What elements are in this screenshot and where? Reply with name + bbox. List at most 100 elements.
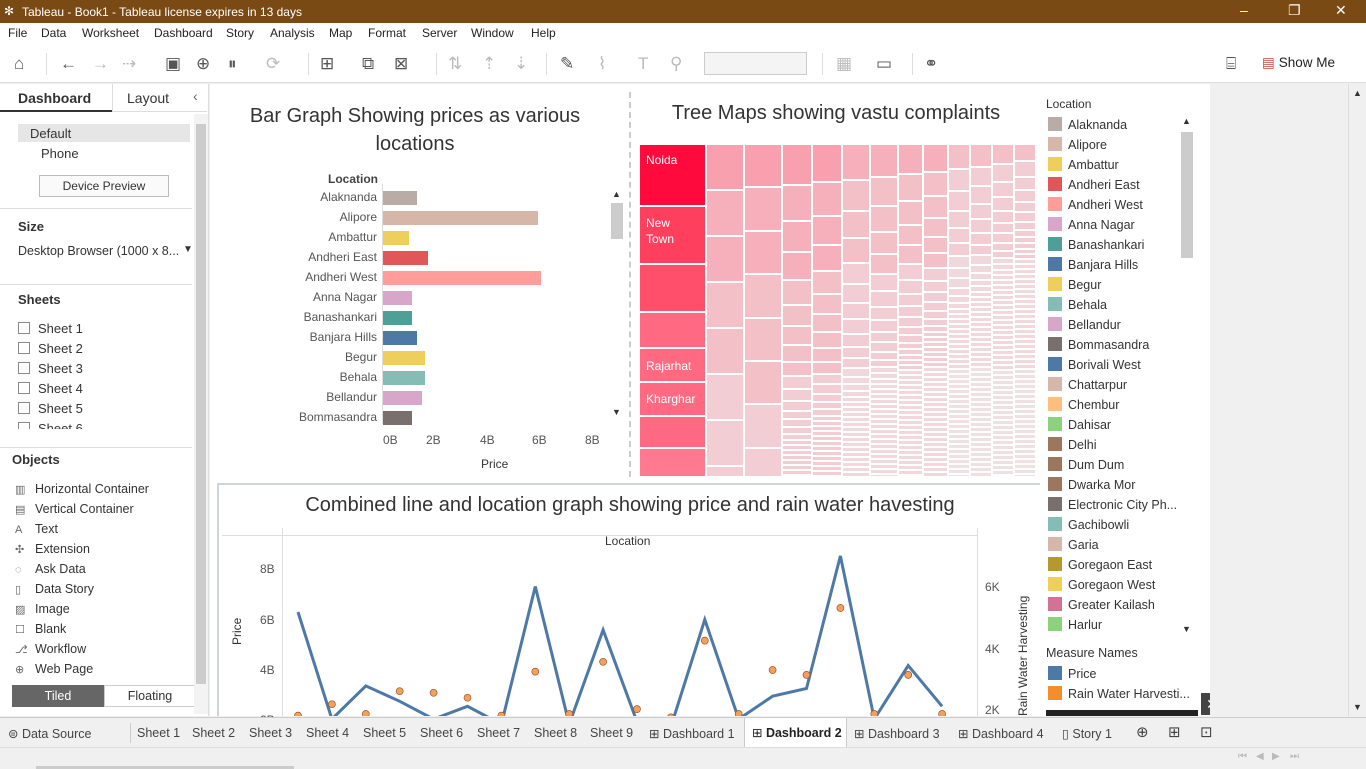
tree-cell[interactable] <box>744 187 782 231</box>
tree-cell[interactable] <box>842 462 870 468</box>
device-default[interactable]: Default <box>18 124 190 142</box>
rain-point[interactable] <box>768 666 777 674</box>
tree-cell[interactable] <box>923 436 948 442</box>
close-window-icon[interactable]: ✕ <box>1335 2 1347 18</box>
tree-cell[interactable] <box>1014 333 1035 339</box>
tab-sheet[interactable]: Sheet 2 <box>192 726 236 740</box>
tab-dashboard-active[interactable]: ⊞ Dashboard 2 <box>744 718 847 747</box>
tree-cell[interactable] <box>992 464 1014 470</box>
undo-icon[interactable]: ← <box>60 54 77 73</box>
tab-nav-first-icon[interactable]: ⏮ <box>1238 751 1247 762</box>
tree-cell[interactable] <box>1014 236 1035 244</box>
tree-cell[interactable] <box>898 415 923 421</box>
bar-mark[interactable] <box>383 351 426 365</box>
tree-cell[interactable] <box>842 391 870 398</box>
legend-item[interactable]: Gachibowli <box>1048 517 1129 533</box>
tree-cell[interactable] <box>1014 408 1035 414</box>
tree-cell[interactable] <box>842 179 870 211</box>
object-ask-data[interactable]: ◌ Ask Data <box>15 562 86 576</box>
tree-cell[interactable] <box>948 210 970 229</box>
sheet-item[interactable]: Sheet 6 <box>18 421 83 429</box>
tree-cell[interactable] <box>870 331 898 343</box>
tree-cell[interactable] <box>812 426 842 432</box>
rain-point[interactable] <box>497 711 506 716</box>
rain-point[interactable] <box>904 671 913 679</box>
tree-cell-kharghar[interactable]: Kharghar <box>639 382 706 416</box>
tree-cell[interactable] <box>970 341 992 347</box>
tree-cell[interactable] <box>1014 248 1035 254</box>
tree-cell[interactable] <box>992 394 1014 400</box>
tree-cell[interactable] <box>898 174 923 202</box>
tree-cell[interactable] <box>870 458 898 464</box>
tree-cell[interactable] <box>870 378 898 384</box>
tab-sheet[interactable]: Sheet 3 <box>249 726 293 740</box>
tree-cell[interactable] <box>923 441 948 447</box>
scroll-up-icon[interactable]: ▲ <box>1353 88 1362 98</box>
tree-cell[interactable] <box>898 405 923 411</box>
tree-cell[interactable] <box>992 324 1014 330</box>
tree-cell[interactable] <box>782 427 812 435</box>
tree-cell[interactable] <box>1014 144 1035 162</box>
tree-cell[interactable] <box>842 457 870 463</box>
tree-cell[interactable] <box>923 302 948 312</box>
tree-cell[interactable] <box>812 347 842 362</box>
tab-dashboard[interactable]: ⊞ Dashboard 3 <box>854 726 940 741</box>
tree-cell[interactable] <box>812 361 842 374</box>
tree-cell[interactable] <box>898 465 923 471</box>
tree-cell[interactable] <box>970 461 992 467</box>
tree-cell[interactable] <box>1014 463 1035 469</box>
tree-cell[interactable] <box>706 420 744 466</box>
tree-cell[interactable] <box>970 471 992 476</box>
tree-cell[interactable] <box>992 294 1014 300</box>
tree-cell[interactable] <box>870 273 898 292</box>
tab-nav-next-icon[interactable]: ▶ <box>1272 751 1280 762</box>
tree-cell[interactable] <box>970 361 992 367</box>
tree-cell[interactable] <box>898 355 923 361</box>
tree-cell[interactable] <box>782 220 812 253</box>
tree-cell[interactable] <box>948 399 970 405</box>
rain-point[interactable] <box>429 688 438 697</box>
legend-item[interactable]: Banjara Hills <box>1048 257 1138 273</box>
tree-cell[interactable] <box>870 413 898 419</box>
tree-cell[interactable] <box>1014 263 1035 269</box>
tree-cell[interactable] <box>842 467 870 473</box>
tree-cell[interactable] <box>923 318 948 326</box>
tree-cell[interactable] <box>898 335 923 343</box>
tree-cell[interactable] <box>842 442 870 448</box>
object-blank[interactable]: ☐ Blank <box>15 622 66 636</box>
tree-cell[interactable] <box>923 325 948 332</box>
tree-cell[interactable] <box>970 351 992 357</box>
measure-legend-item[interactable]: Price <box>1048 666 1096 682</box>
pause-updates-icon[interactable]: ⏸ <box>228 54 237 73</box>
restore-icon[interactable]: ❐ <box>1288 2 1301 18</box>
tree-cell[interactable] <box>842 447 870 453</box>
tree-cell[interactable] <box>970 336 992 342</box>
tree-cell[interactable] <box>1014 338 1035 344</box>
tree-cell[interactable] <box>898 460 923 466</box>
tree-cell[interactable] <box>970 456 992 462</box>
tree-cell[interactable] <box>992 299 1014 305</box>
tree-cell[interactable] <box>992 250 1014 258</box>
bar-mark[interactable] <box>383 251 428 265</box>
tree-cell[interactable] <box>992 319 1014 325</box>
tree-cell[interactable] <box>870 463 898 469</box>
tree-cell[interactable] <box>992 459 1014 465</box>
tree-cell[interactable] <box>706 236 744 282</box>
tree-cell[interactable] <box>812 314 842 333</box>
legend-item[interactable]: Greater Kailash <box>1048 597 1155 613</box>
legend-item[interactable]: Goregaon West <box>1048 577 1155 593</box>
tree-cell[interactable] <box>970 144 992 167</box>
tree-cell[interactable] <box>842 376 870 385</box>
tree-cell[interactable] <box>870 418 898 424</box>
tree-cell[interactable] <box>870 393 898 399</box>
new-data-source-icon[interactable]: ⊕ <box>196 54 211 73</box>
tree-cell[interactable] <box>898 435 923 441</box>
legend-item[interactable]: Begur <box>1048 277 1101 293</box>
tree-cell[interactable] <box>992 349 1014 355</box>
tree-cell[interactable] <box>1014 443 1035 449</box>
tree-cell[interactable] <box>948 404 970 410</box>
tree-cell[interactable] <box>812 451 842 457</box>
tree-cell[interactable] <box>992 419 1014 425</box>
tree-cell[interactable] <box>970 279 992 287</box>
tree-cell[interactable] <box>812 471 842 476</box>
